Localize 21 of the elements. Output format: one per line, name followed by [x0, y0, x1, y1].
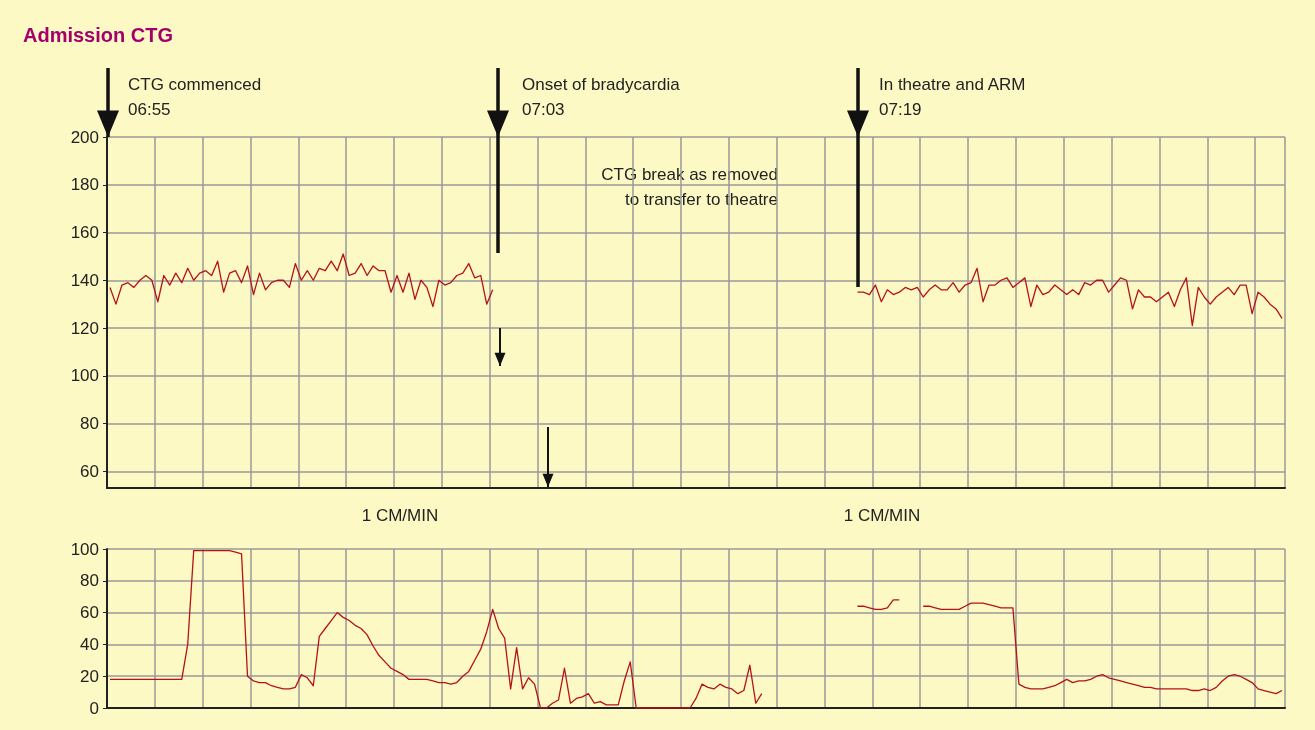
text: CTG commenced 06:55 [128, 75, 262, 119]
y-tick-label: 40 [80, 634, 99, 654]
y-tick-label: 100 [70, 539, 99, 559]
y-tick-label: 180 [70, 175, 99, 195]
text: 1 CM/MIN [843, 506, 921, 525]
chart-title: Admission CTG [23, 24, 174, 46]
y-tick-label: 60 [80, 461, 99, 481]
y-tick-label: 140 [70, 270, 99, 290]
text: Onset of bradycardia 07:03 [522, 75, 681, 119]
y-tick-label: 80 [80, 571, 99, 591]
y-tick-label: 80 [80, 414, 99, 434]
y-tick-label: 120 [70, 318, 99, 338]
y-tick-label: 160 [70, 223, 99, 243]
text: 1 CM/MIN [361, 506, 439, 525]
annotation: CTG break as removed to transfer to theatre [601, 165, 778, 209]
y-tick-label: 0 [89, 698, 99, 718]
text: In theatre and ARM 07:19 [879, 75, 1026, 119]
y-tick-label: 100 [70, 366, 99, 386]
y-tick-label: 200 [70, 127, 99, 147]
y-tick-label: 20 [80, 666, 99, 686]
y-tick-label: 60 [80, 603, 99, 623]
